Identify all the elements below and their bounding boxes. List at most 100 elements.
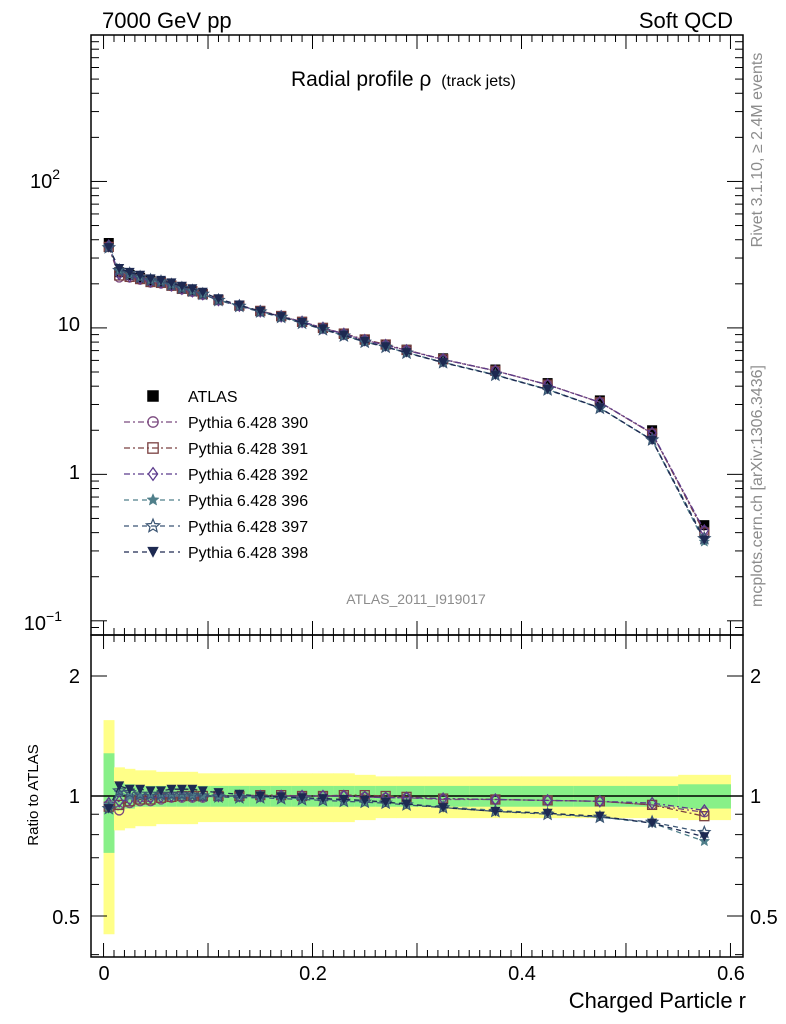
ratio-point-pythia-6-428-398	[135, 784, 146, 795]
ratio-point-pythia-6-428-397	[232, 790, 247, 804]
ratio-point-pythia-6-428-398	[297, 793, 308, 803]
ratio-point-pythia-6-428-398	[234, 789, 245, 800]
legend-label-pythia-6-428-397: Pythia 6.428 397	[188, 519, 308, 536]
main-point-pythia-6-428-398	[255, 306, 266, 317]
ratio-y-tick-2: 2	[69, 666, 80, 688]
ratio-point-pythia-6-428-397	[185, 787, 200, 802]
ratio-point-pythia-6-428-398	[187, 784, 198, 795]
ratio-point-pythia-6-428-398	[542, 808, 553, 819]
legend-marker-atlas	[147, 390, 159, 402]
ratio-y-tick-0.5-right: 0.5	[750, 907, 778, 929]
y-tick-label-1: 1	[69, 462, 80, 484]
legend-label-atlas: ATLAS	[188, 389, 238, 406]
mcplots-label: mcplots.cern.ch [arXiv:1306.3436]	[749, 365, 766, 607]
main-point-pythia-6-428-398	[213, 294, 224, 304]
main-point-pythia-6-428-398	[380, 342, 391, 352]
main-point-pythia-6-428-398	[124, 267, 135, 278]
legend-marker-pythia-6-428-397	[144, 517, 162, 533]
ratio-point-pythia-6-428-397	[174, 786, 190, 801]
main-point-pythia-6-428-398	[490, 370, 501, 381]
ratio-point-pythia-6-428-398	[699, 832, 710, 842]
main-point-pythia-6-428-398	[114, 264, 125, 274]
ratio-point-pythia-6-428-398	[380, 797, 391, 808]
main-point-pythia-6-428-398	[145, 274, 156, 284]
ratio-point-pythia-6-428-392	[595, 794, 605, 808]
main-point-pythia-6-428-398	[338, 330, 349, 341]
main-point-pythia-6-428-398	[276, 312, 287, 322]
main-point-pythia-6-428-398	[317, 324, 328, 334]
x-tick-labels: 0 0.2 0.4 0.6	[98, 963, 744, 985]
main-point-pythia-6-428-398	[699, 535, 710, 546]
ratio-point-pythia-6-428-398	[213, 788, 224, 798]
x-tick-0.2: 0.2	[299, 963, 327, 985]
ratio-y-tick-1: 1	[69, 786, 80, 808]
analysis-watermark: ATLAS_2011_I919017	[346, 591, 486, 607]
ratio-y-axis-title: Ratio to ATLAS	[25, 744, 42, 845]
x-axis-title: Charged Particle r	[569, 988, 746, 1013]
legend-label-pythia-6-428-398: Pythia 6.428 398	[188, 545, 308, 562]
main-point-pythia-6-428-398	[176, 281, 187, 292]
ratio-point-pythia-6-428-398	[176, 784, 187, 795]
ratio-point-pythia-6-428-391	[114, 799, 125, 811]
x-tick-0.4: 0.4	[508, 963, 536, 985]
ratio-point-pythia-6-428-392	[699, 803, 710, 818]
legend-marker-pythia-6-428-396	[146, 493, 160, 506]
legend-marker-pythia-6-428-390	[147, 416, 159, 428]
main-point-pythia-6-428-398	[647, 435, 658, 446]
main-point-pythia-6-428-398	[401, 348, 412, 358]
x-tick-0: 0	[98, 963, 109, 985]
ratio-y-tick-2-right: 2	[750, 666, 761, 688]
main-point-pythia-6-428-398	[297, 317, 308, 328]
ratio-y-tick-labels: 2 1 0.5 2 1 0.5	[52, 666, 778, 929]
ratio-point-pythia-6-428-397	[195, 788, 210, 803]
ratio-point-pythia-6-428-398	[647, 818, 658, 829]
ratio-point-pythia-6-428-398	[317, 794, 328, 804]
axis-ticks	[91, 34, 743, 957]
y-tick-label-100: 102	[30, 166, 60, 193]
main-point-pythia-6-428-398	[187, 284, 198, 294]
ratio-point-pythia-6-428-397	[211, 789, 226, 803]
legend-label-pythia-6-428-391: Pythia 6.428 391	[188, 441, 308, 458]
ratio-point-pythia-6-428-398	[255, 791, 266, 801]
ratio-point-pythia-6-428-398	[490, 806, 501, 817]
ratio-point-pythia-6-428-398	[359, 795, 370, 806]
legend-label-pythia-6-428-392: Pythia 6.428 392	[188, 467, 308, 484]
ratio-point-pythia-6-428-398	[145, 786, 156, 796]
main-point-atlas	[594, 395, 605, 406]
ratio-point-pythia-6-428-398	[166, 784, 177, 795]
rivet-label: Rivet 3.1.10, ≥ 2.4M events	[749, 53, 766, 248]
main-point-pythia-6-428-398	[103, 243, 114, 253]
main-point-pythia-6-428-398	[359, 336, 370, 347]
ratio-point-pythia-6-428-392	[647, 796, 657, 810]
ratio-point-pythia-6-428-398	[197, 786, 208, 796]
ratio-point-pythia-6-428-398	[124, 784, 135, 795]
ratio-point-pythia-6-428-398	[401, 799, 412, 809]
main-point-atlas	[647, 425, 658, 436]
main-point-pythia-6-428-398	[594, 403, 605, 413]
main-point-pythia-6-428-398	[438, 358, 449, 368]
ratio-point-pythia-6-428-398	[594, 811, 605, 822]
y-tick-label-0.1: 10−1	[24, 608, 62, 635]
main-plot-series	[101, 237, 712, 547]
category-label: Soft QCD	[639, 8, 733, 33]
main-point-pythia-6-428-398	[234, 300, 245, 310]
y-tick-label-10: 10	[58, 314, 80, 336]
ratio-point-pythia-6-428-398	[438, 803, 449, 813]
ratio-point-pythia-6-428-391	[699, 811, 710, 822]
main-y-tick-labels: 102 10 1 10−1	[24, 166, 80, 635]
ratio-point-pythia-6-428-397	[112, 783, 127, 797]
main-point-pythia-6-428-398	[197, 287, 208, 298]
ratio-point-pythia-6-428-392	[114, 794, 125, 808]
legend-marker-pythia-6-428-392	[147, 466, 159, 482]
main-point-pythia-6-428-398	[156, 275, 167, 286]
ratio-y-tick-0.5: 0.5	[52, 907, 80, 929]
legend: ATLAS Pythia 6.428 390 Pythia 6.428 391 Pyt…	[124, 389, 308, 562]
ratio-y-tick-1-right: 1	[750, 786, 761, 808]
ratio-plot-series	[101, 781, 712, 847]
main-point-pythia-6-428-398	[166, 278, 177, 288]
ratio-point-pythia-6-428-398	[276, 792, 287, 802]
ratio-point-pythia-6-428-398	[114, 781, 125, 791]
energy-label: 7000 GeV pp	[102, 8, 232, 33]
ratio-point-pythia-6-428-392	[542, 793, 553, 807]
